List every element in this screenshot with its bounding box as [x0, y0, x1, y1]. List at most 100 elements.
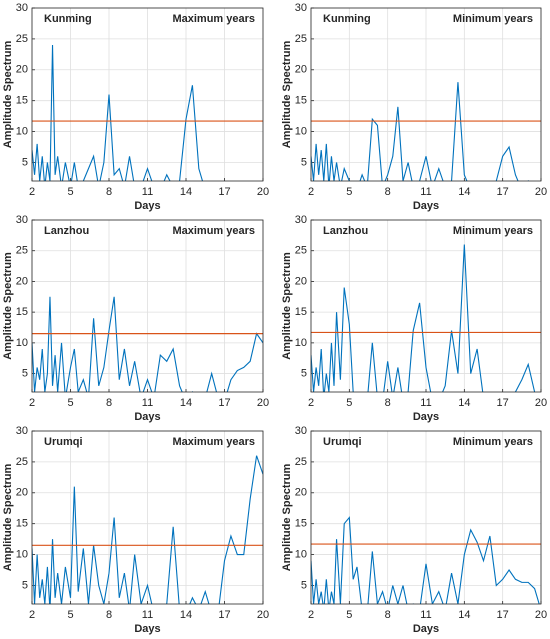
x-tick-label: 5 — [346, 397, 352, 409]
y-tick-label: 25 — [16, 33, 28, 45]
y-tick-label: 15 — [16, 306, 28, 318]
y-axis-label: Amplitude Spectrum — [2, 41, 14, 149]
x-tick-label: 5 — [346, 609, 352, 621]
panel-subtitle: Minimum years — [453, 13, 533, 25]
panel-title: Kunming — [323, 13, 371, 25]
y-tick-label: 5 — [22, 367, 28, 379]
x-tick-label: 11 — [420, 397, 431, 409]
y-tick-label: 15 — [16, 95, 28, 107]
x-tick-label: 17 — [497, 186, 509, 198]
panel-title: Lanzhou — [44, 225, 89, 237]
x-tick-label: 20 — [257, 186, 269, 198]
y-tick-label: 10 — [16, 548, 28, 560]
plot-area — [311, 516, 541, 604]
spectrum-line — [32, 455, 263, 604]
spectrum-line — [311, 244, 536, 392]
y-tick-label: 5 — [22, 156, 28, 168]
x-tick-label: 14 — [458, 609, 470, 621]
y-tick-label: 15 — [295, 306, 307, 318]
x-tick-label: 14 — [180, 186, 192, 198]
plot-area — [311, 244, 541, 392]
y-tick-label: 30 — [16, 2, 28, 14]
y-tick-label: 20 — [16, 275, 28, 287]
x-tick-label: 2 — [308, 186, 314, 198]
axes-box — [310, 7, 542, 182]
y-tick-label: 20 — [295, 275, 307, 287]
x-tick-label: 2 — [308, 609, 314, 621]
panel-subtitle: Maximum years — [172, 436, 255, 448]
x-tick-label: 14 — [180, 609, 192, 621]
y-tick-label: 5 — [301, 367, 307, 379]
y-axis-label: Amplitude Spectrum — [281, 464, 293, 572]
plot-area — [311, 82, 541, 181]
x-tick-label: 17 — [218, 186, 230, 198]
y-tick-label: 30 — [295, 214, 307, 226]
x-tick-label: 20 — [535, 397, 547, 409]
x-tick-label: 20 — [535, 609, 547, 621]
y-axis-label: Amplitude Spectrum — [2, 464, 14, 572]
panel-subtitle: Minimum years — [453, 225, 533, 237]
panel-subtitle: Minimum years — [453, 436, 533, 448]
plot-area — [32, 45, 263, 181]
x-tick-label: 14 — [458, 397, 470, 409]
x-axis-label: Days — [413, 200, 439, 212]
x-tick-label: 17 — [218, 609, 230, 621]
axes-box — [31, 219, 264, 393]
x-tick-label: 2 — [308, 397, 314, 409]
x-axis-label: Days — [134, 411, 160, 423]
y-tick-label: 15 — [295, 518, 307, 530]
y-tick-label: 20 — [295, 64, 307, 76]
y-tick-label: 25 — [16, 456, 28, 468]
y-tick-label: 15 — [16, 518, 28, 530]
x-tick-label: 20 — [257, 397, 269, 409]
spectrum-line — [311, 82, 529, 181]
y-tick-label: 25 — [295, 33, 307, 45]
y-tick-label: 5 — [22, 579, 28, 591]
x-tick-label: 14 — [458, 186, 470, 198]
x-axis-label: Days — [413, 411, 439, 423]
plot-area — [32, 296, 263, 392]
x-tick-label: 8 — [106, 397, 112, 409]
spectrum-line — [32, 296, 263, 392]
y-tick-label: 10 — [295, 337, 307, 349]
x-tick-label: 2 — [29, 609, 35, 621]
x-tick-label: 11 — [142, 609, 153, 621]
axes-box — [31, 7, 264, 182]
x-tick-label: 11 — [420, 609, 431, 621]
x-tick-label: 8 — [106, 609, 112, 621]
y-tick-label: 30 — [16, 214, 28, 226]
x-tick-label: 5 — [67, 186, 73, 198]
x-tick-label: 17 — [218, 397, 230, 409]
y-tick-label: 10 — [16, 337, 28, 349]
y-tick-label: 10 — [295, 548, 307, 560]
x-tick-label: 2 — [29, 397, 35, 409]
y-tick-label: 20 — [16, 487, 28, 499]
x-tick-label: 11 — [142, 397, 153, 409]
panel-subtitle: Maximum years — [172, 13, 255, 25]
y-tick-label: 5 — [301, 579, 307, 591]
x-tick-label: 5 — [67, 397, 73, 409]
panel-subtitle: Maximum years — [172, 225, 255, 237]
y-axis-label: Amplitude Spectrum — [281, 41, 293, 149]
x-tick-label: 20 — [535, 186, 547, 198]
panel-title: Urumqi — [44, 436, 83, 448]
panel-title: Kunming — [44, 13, 92, 25]
x-axis-label: Days — [134, 200, 160, 212]
x-tick-label: 11 — [420, 186, 431, 198]
y-tick-label: 30 — [295, 2, 307, 14]
y-tick-label: 20 — [16, 64, 28, 76]
axes-box — [31, 430, 264, 605]
y-tick-label: 25 — [295, 245, 307, 257]
x-tick-label: 8 — [385, 186, 391, 198]
axes-box — [310, 219, 542, 393]
y-axis-label: Amplitude Spectrum — [281, 252, 293, 360]
x-tick-label: 11 — [142, 186, 153, 198]
x-tick-label: 2 — [29, 186, 35, 198]
x-tick-label: 17 — [497, 397, 509, 409]
